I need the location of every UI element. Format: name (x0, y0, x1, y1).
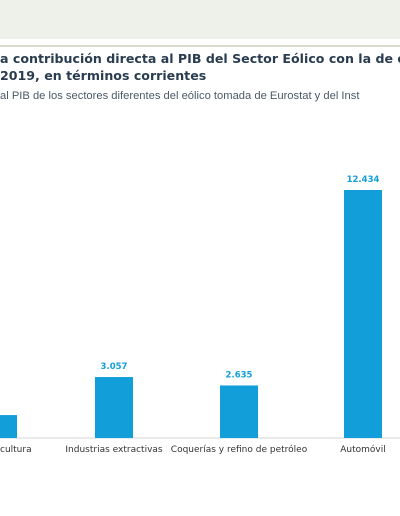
bar-4 (344, 190, 382, 438)
x-tick-label-2: Industrias extractivas (65, 445, 163, 455)
data-label-3: 2.635 (226, 370, 253, 380)
bar-1 (0, 415, 17, 438)
bar-2 (95, 377, 133, 438)
x-tick-label-1: cultura (0, 445, 32, 455)
data-label-2: 3.057 (101, 362, 128, 372)
data-label-4: 12.434 (347, 175, 380, 185)
header-band (0, 0, 400, 39)
chart-title: a contribución directa al PIB del Sector… (0, 50, 400, 84)
chart-subtitle: al PIB de los sectores diferentes del eó… (0, 90, 360, 102)
x-tick-label-4: Automóvil (340, 444, 386, 455)
x-tick-label-3: Coquerías y refino de petróleo (171, 444, 308, 455)
header-rule (0, 45, 400, 47)
bar-3 (220, 385, 258, 438)
chart-title-line-2: 2019, en términos corrientes (0, 68, 207, 83)
chart-title-line-1: a contribución directa al PIB del Sector… (0, 51, 400, 66)
